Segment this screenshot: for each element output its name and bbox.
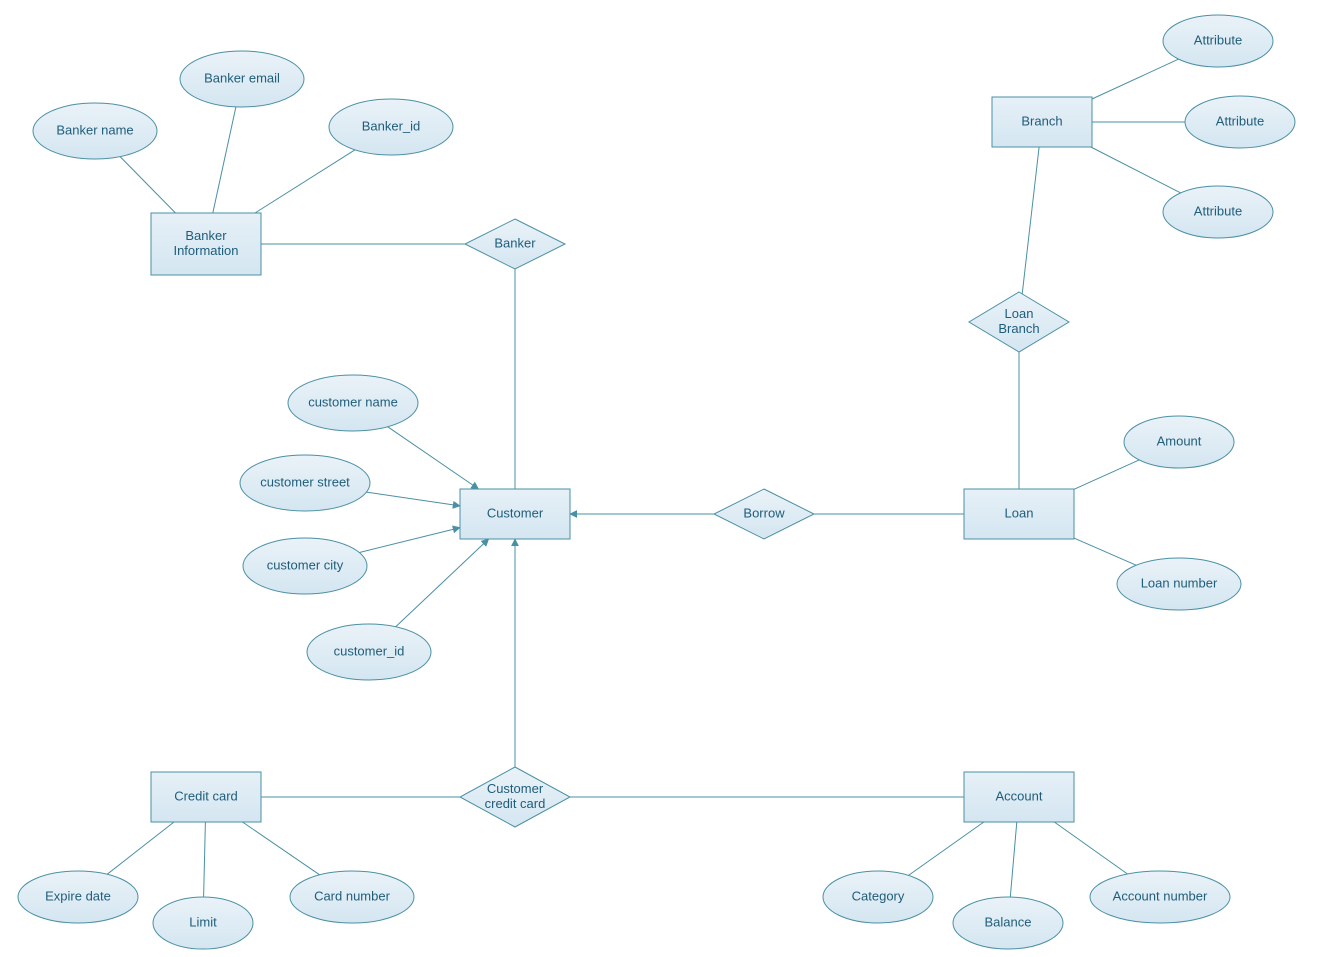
attribute-limit: Limit [153,897,253,949]
attribute-banker_email-label: Banker email [204,70,280,85]
attribute-banker_name: Banker name [33,103,157,159]
attribute-limit-label: Limit [189,914,217,929]
relationship-banker: Banker [465,219,565,269]
entity-loan-label: Loan [1005,505,1034,520]
attribute-branch_attr3-label: Attribute [1194,203,1242,218]
attribute-banker_email: Banker email [180,51,304,107]
attribute-branch_attr2: Attribute [1185,96,1295,148]
attribute-banker_id: Banker_id [329,99,453,155]
attribute-branch_attr3: Attribute [1163,186,1273,238]
edge [120,157,175,213]
entity-loan: Loan [964,489,1074,539]
attribute-loan_number-label: Loan number [1141,575,1218,590]
attribute-banker_name-label: Banker name [56,122,133,137]
edge [396,539,489,627]
attribute-balance-label: Balance [985,914,1032,929]
entity-branch: Branch [992,97,1092,147]
edge [1074,538,1136,565]
attribute-loan_number: Loan number [1117,558,1241,610]
edge [388,427,479,489]
attribute-amount-label: Amount [1157,433,1202,448]
relationship-loan_branch: LoanBranch [969,292,1069,352]
attribute-card_number: Card number [290,871,414,923]
relationship-borrow: Borrow [714,489,814,539]
entity-banker_info-label: Banker [185,228,227,243]
attribute-account_number-label: Account number [1113,888,1208,903]
attribute-amount: Amount [1124,416,1234,468]
relationship-cust_cc-label: credit card [485,796,546,811]
edge [255,150,355,213]
attribute-account_number: Account number [1090,871,1230,923]
entity-customer-label: Customer [487,505,544,520]
edge [1054,822,1127,874]
attribute-customer_street: customer street [240,455,370,511]
attribute-customer_city-label: customer city [267,557,344,572]
relationship-loan_branch-label: Loan [1005,306,1034,321]
edge [1091,147,1181,193]
attribute-customer_id-label: customer_id [334,643,405,658]
attribute-branch_attr2-label: Attribute [1216,113,1264,128]
edge [213,107,236,213]
attribute-expire_date-label: Expire date [45,888,111,903]
attribute-expire_date: Expire date [18,871,138,923]
relationship-loan_branch-label: Branch [998,321,1039,336]
entity-account: Account [964,772,1074,822]
attribute-customer_street-label: customer street [260,474,350,489]
entity-customer: Customer [460,489,570,539]
edge [107,822,174,874]
entity-branch-label: Branch [1021,113,1062,128]
edge [1010,822,1017,897]
edge [1074,460,1139,489]
entity-banker_info-label: Information [173,243,238,258]
attribute-customer_name-label: customer name [308,394,398,409]
edge [243,822,320,875]
attribute-customer_id: customer_id [307,624,431,680]
edge [1022,147,1039,294]
entity-account-label: Account [996,788,1043,803]
attribute-branch_attr1: Attribute [1163,15,1273,67]
attribute-category: Category [823,871,933,923]
relationship-cust_cc: Customercredit card [460,767,570,827]
er-diagram: Banker name Banker email Banker_id customer… [0,0,1333,957]
entity-credit_card-label: Credit card [174,788,238,803]
attribute-branch_attr1-label: Attribute [1194,32,1242,47]
edge [367,492,461,506]
attribute-customer_city: customer city [243,538,367,594]
edge [204,822,206,897]
attribute-banker_id-label: Banker_id [362,118,421,133]
relationship-banker-label: Banker [494,235,536,250]
attribute-customer_name: customer name [288,375,418,431]
entity-credit_card: Credit card [151,772,261,822]
relationship-cust_cc-label: Customer [487,781,544,796]
edge [1092,59,1179,99]
attribute-balance: Balance [953,897,1063,949]
edge [909,822,984,875]
edge [359,528,460,553]
attribute-category-label: Category [852,888,905,903]
relationship-borrow-label: Borrow [743,505,785,520]
attribute-card_number-label: Card number [314,888,391,903]
shapes-layer: Banker name Banker email Banker_id customer… [18,15,1295,949]
entity-banker_info: BankerInformation [151,213,261,275]
